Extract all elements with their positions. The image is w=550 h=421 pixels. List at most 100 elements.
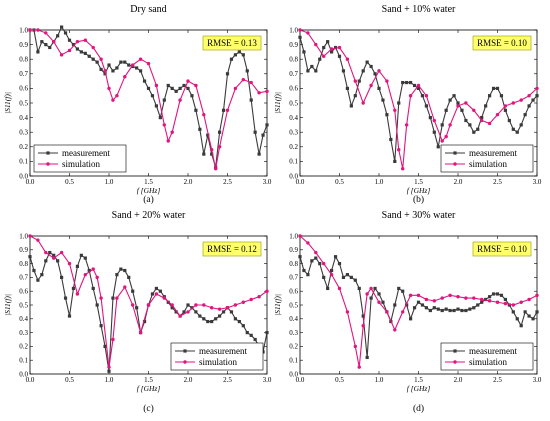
measurement-line — [299, 37, 538, 162]
measurement-point — [511, 127, 515, 131]
measurement-point — [44, 259, 48, 263]
y-tick-label: 0.5 — [289, 99, 298, 107]
x-tick-label: 1.5 — [414, 178, 423, 186]
y-tick-label: 0.9 — [19, 41, 28, 49]
simulation-point — [444, 134, 448, 139]
x-tick-label: 0.0 — [296, 376, 305, 384]
measurement-point — [476, 127, 480, 131]
simulation-line — [299, 29, 538, 169]
measurement-point — [460, 308, 464, 313]
simulation-point — [337, 286, 342, 291]
simulation-point — [432, 118, 436, 123]
measurement-point — [79, 50, 83, 54]
measurement-point — [162, 98, 166, 102]
measurement-point — [257, 152, 261, 156]
y-tick-label: 0.0 — [289, 370, 298, 378]
x-axis-label: f [GHz] — [407, 384, 431, 393]
measurement-point — [190, 94, 194, 98]
measurement-point — [424, 104, 428, 108]
simulation-point — [249, 297, 253, 302]
x-tick-label: 2.0 — [184, 376, 193, 384]
y-tick-label: 0.3 — [289, 129, 298, 137]
y-tick-label: 1.0 — [19, 26, 28, 34]
simulation-point — [115, 296, 119, 300]
simulation-point — [535, 86, 539, 91]
measurement-point — [150, 292, 155, 296]
measurement-point — [519, 123, 523, 127]
simulation-point — [210, 306, 214, 310]
measurement-point — [495, 86, 500, 90]
measurement-point — [326, 286, 330, 291]
measurement-point — [373, 72, 377, 76]
x-tick-label: 1.0 — [375, 376, 384, 384]
simulation-point — [67, 48, 72, 53]
measurement-point — [218, 314, 222, 318]
x-tick-label: 2.5 — [223, 178, 232, 186]
measurement-point — [310, 259, 314, 263]
y-tick-label: 0.6 — [19, 288, 28, 296]
measurement-point — [393, 303, 397, 307]
measurement-point — [44, 43, 48, 47]
simulation-point — [527, 94, 531, 98]
measurement-point — [245, 69, 249, 73]
simulation-point — [393, 108, 397, 113]
measurement-point — [503, 108, 507, 112]
y-tick-label: 0.3 — [19, 129, 28, 137]
legend-entry: measurement — [62, 148, 110, 158]
series-measurement — [298, 35, 539, 163]
measurement-point — [432, 306, 436, 310]
y-tick-label: 0.5 — [19, 301, 28, 309]
y-tick-label: 0.2 — [19, 343, 28, 351]
simulation-point — [131, 63, 135, 67]
measurement-point — [377, 86, 381, 90]
measurement-point — [389, 137, 393, 142]
simulation-point — [361, 324, 365, 328]
measurement-point — [194, 310, 198, 314]
simulation-point — [154, 292, 159, 296]
simulation-point — [361, 101, 365, 105]
measurement-point — [233, 317, 237, 321]
measurement-point — [28, 255, 32, 259]
x-tick-label: 0.0 — [296, 178, 305, 186]
measurement-point — [420, 303, 425, 307]
measurement-point — [484, 297, 488, 302]
simulation-point — [52, 256, 56, 260]
simulation-point — [111, 98, 115, 102]
measurement-point — [87, 268, 91, 273]
simulation-point — [369, 83, 373, 88]
simulation-point — [28, 234, 32, 238]
simulation-point — [306, 31, 310, 35]
measurement-point — [56, 259, 60, 263]
simulation-point — [432, 299, 436, 303]
simulation-point — [377, 69, 381, 73]
simulation-point — [67, 261, 72, 266]
simulation-point — [75, 39, 80, 44]
simulation-point — [186, 310, 190, 314]
measurement-point — [397, 286, 401, 291]
measurement-point — [416, 86, 421, 90]
simulation-point — [424, 297, 429, 302]
measurement-point — [503, 297, 507, 302]
measurement-point — [515, 130, 519, 134]
measurement-point — [424, 306, 428, 310]
simulation-point — [440, 296, 444, 300]
simulation-point — [123, 75, 127, 79]
measurement-point — [158, 116, 162, 120]
measurement-point — [436, 307, 440, 311]
y-tick-label: 0.3 — [289, 329, 298, 337]
measurement-point — [448, 98, 452, 102]
measurement-point — [306, 69, 310, 73]
simulation-point — [217, 145, 222, 149]
measurement-point — [507, 118, 511, 123]
series-simulation — [298, 234, 539, 369]
panel-label: (b) — [413, 194, 424, 205]
y-tick-label: 0.8 — [289, 260, 298, 268]
measurement-point — [40, 40, 44, 44]
measurement-point — [353, 278, 357, 282]
x-tick-label: 3.0 — [263, 376, 272, 384]
measurement-point — [416, 300, 421, 304]
simulation-point — [314, 42, 318, 47]
simulation-point — [91, 267, 95, 271]
y-tick-label: 0.8 — [289, 56, 298, 64]
